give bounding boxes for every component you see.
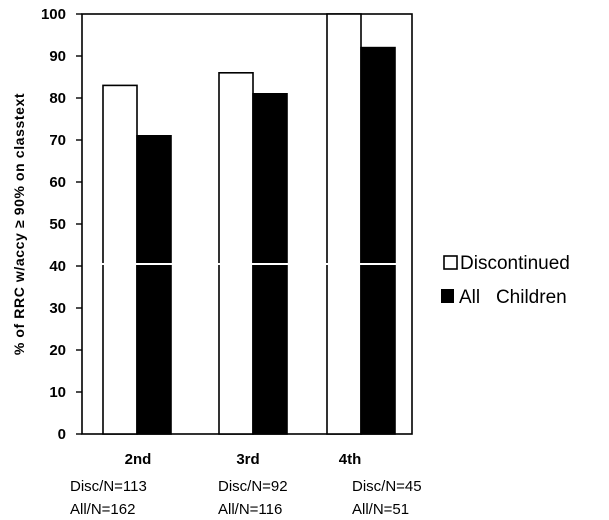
bar-discontinued-3rd: [218, 72, 254, 435]
legend-swatch-discontinued: [443, 255, 458, 270]
legend: Discontinued All Children: [441, 253, 570, 308]
bar-all-children-4th: [360, 46, 396, 435]
legend-swatch-all-children: [441, 289, 454, 303]
category-n-4th-1: All/N=51: [352, 501, 409, 518]
y-tick-label-40: 40: [49, 258, 66, 275]
category-n-3rd-1: All/N=116: [218, 501, 282, 518]
legend-label-all-children: All Children: [459, 287, 567, 308]
category-n-4th-0: Disc/N=45: [352, 478, 422, 495]
bars: [83, 13, 411, 435]
category-n-3rd-0: Disc/N=92: [218, 478, 288, 495]
category-label-3rd: 3rd: [236, 451, 259, 468]
x-axis-labels: 2nd Disc/N=113 All/N=162 3rd Disc/N=92 All/N=…: [70, 451, 422, 518]
bar-discontinued-4th: [326, 13, 362, 435]
legend-label-discontinued: Discontinued: [460, 253, 570, 274]
y-axis: 0 10 20 30 40 50 60 70 80 90 100: [41, 6, 82, 443]
y-tick-label-0: 0: [58, 426, 66, 443]
y-tick-label-80: 80: [49, 90, 66, 107]
y-tick-label-60: 60: [49, 174, 66, 191]
y-tick-label-90: 90: [49, 48, 66, 65]
y-axis-title: % of RRC w/accy ≥ 90% on classtext: [11, 93, 27, 355]
category-n-2nd-1: All/N=162: [70, 501, 135, 518]
category-label-4th: 4th: [339, 451, 362, 468]
bar-all-children-2nd: [136, 135, 172, 435]
y-tick-label-50: 50: [49, 216, 66, 233]
y-tick-label-20: 20: [49, 342, 66, 359]
y-tick-label-100: 100: [41, 6, 66, 23]
category-n-2nd-0: Disc/N=113: [70, 478, 147, 495]
y-tick-label-30: 30: [49, 300, 66, 317]
y-tick-label-10: 10: [49, 384, 66, 401]
bar-discontinued-2nd: [102, 84, 138, 435]
category-label-2nd: 2nd: [125, 451, 152, 468]
y-tick-label-70: 70: [49, 132, 66, 149]
